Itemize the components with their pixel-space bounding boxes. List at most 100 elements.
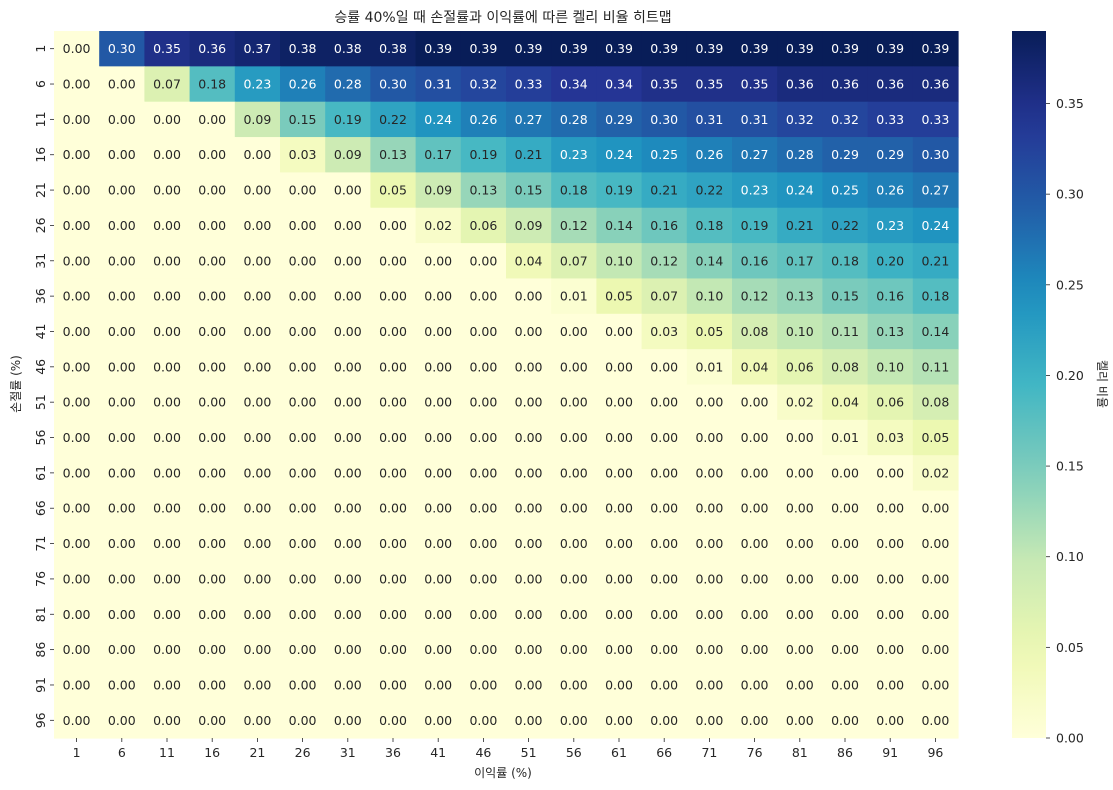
cell-value-label: 0.00 xyxy=(379,218,407,233)
heatmap-cell xyxy=(415,172,462,209)
cell-value-label: 0.00 xyxy=(153,713,181,728)
cell-value-label: 0.00 xyxy=(379,607,407,622)
cell-value-label: 0.00 xyxy=(334,536,362,551)
cell-value-label: 0.07 xyxy=(560,253,588,268)
heatmap-cell xyxy=(641,596,688,633)
heatmap-cell xyxy=(867,525,914,562)
cell-value-label: 0.02 xyxy=(786,395,814,410)
cell-value-label: 0.10 xyxy=(695,289,723,304)
cell-value-label: 0.00 xyxy=(198,147,226,162)
heatmap-cell xyxy=(460,702,507,739)
heatmap-cell xyxy=(280,31,326,67)
heatmap-cell xyxy=(325,172,371,209)
heatmap-cell xyxy=(686,561,733,598)
heatmap-cell xyxy=(551,66,597,103)
heatmap-cell xyxy=(234,384,281,421)
cell-value-label: 0.32 xyxy=(469,77,497,92)
cell-value-label: 0.00 xyxy=(334,430,362,445)
heatmap-cell xyxy=(370,667,417,704)
cell-value-label: 0.23 xyxy=(741,183,769,198)
cell-value-label: 0.01 xyxy=(831,430,859,445)
cell-value-label: 0.21 xyxy=(650,183,678,198)
cell-value-label: 0.00 xyxy=(63,324,91,339)
heatmap-cell xyxy=(686,207,733,244)
heatmap-cell xyxy=(234,66,281,103)
cell-value-label: 0.32 xyxy=(786,112,814,127)
colorbar xyxy=(1012,31,1046,738)
cell-value-label: 0.02 xyxy=(424,218,452,233)
cell-value-label: 0.20 xyxy=(876,253,904,268)
cell-value-label: 0.00 xyxy=(108,642,136,657)
x-tick-label: 41 xyxy=(430,745,446,760)
cell-value-label: 0.00 xyxy=(198,571,226,586)
cell-value-label: 0.00 xyxy=(741,395,769,410)
heatmap-cell xyxy=(460,349,507,386)
heatmap-cell xyxy=(506,455,552,492)
heatmap-cell xyxy=(822,419,869,456)
heatmap-cell xyxy=(506,561,552,598)
heatmap-cell xyxy=(777,561,823,598)
cell-value-label: 0.00 xyxy=(334,359,362,374)
heatmap-cell xyxy=(325,561,371,598)
cell-value-label: 0.00 xyxy=(876,465,904,480)
cell-value-label: 0.00 xyxy=(63,218,91,233)
cell-value-label: 0.00 xyxy=(63,677,91,692)
heatmap-cell xyxy=(551,101,597,138)
heatmap-cell xyxy=(641,490,688,527)
cell-value-label: 0.00 xyxy=(198,430,226,445)
cell-value-label: 0.00 xyxy=(515,359,543,374)
heatmap-cell xyxy=(99,66,145,103)
heatmap-cell xyxy=(415,631,462,668)
cell-value-label: 0.32 xyxy=(831,112,859,127)
y-tick-label: 76 xyxy=(33,571,48,587)
cell-value-label: 0.00 xyxy=(424,571,452,586)
cell-value-label: 0.00 xyxy=(153,289,181,304)
heatmap-cell xyxy=(506,667,552,704)
heatmap-cell xyxy=(99,137,145,173)
cell-value-label: 0.00 xyxy=(153,253,181,268)
heatmap-cell xyxy=(732,31,778,67)
cell-value-label: 0.00 xyxy=(469,713,497,728)
cell-value-label: 0.04 xyxy=(515,253,543,268)
cell-value-label: 0.02 xyxy=(921,465,949,480)
y-tick-label: 61 xyxy=(33,465,48,481)
heatmap-cell xyxy=(912,455,959,492)
cell-value-label: 0.00 xyxy=(515,324,543,339)
heatmap-cell xyxy=(912,561,959,598)
cell-value-label: 0.25 xyxy=(650,147,678,162)
cell-value-label: 0.00 xyxy=(243,359,271,374)
cell-value-label: 0.00 xyxy=(424,713,452,728)
cell-value-label: 0.00 xyxy=(650,465,678,480)
heatmap-cell xyxy=(822,243,869,280)
heatmap-cell xyxy=(370,101,417,138)
heatmap-cell xyxy=(777,455,823,492)
cell-value-label: 0.00 xyxy=(650,677,678,692)
heatmap-cell xyxy=(867,384,914,421)
cell-value-label: 0.00 xyxy=(63,41,91,56)
heatmap-cell xyxy=(144,596,191,633)
heatmap-cell xyxy=(686,313,733,350)
heatmap-cell xyxy=(144,207,191,244)
cell-value-label: 0.00 xyxy=(243,430,271,445)
cell-value-label: 0.00 xyxy=(289,536,317,551)
cell-value-label: 0.00 xyxy=(379,713,407,728)
cell-value-label: 0.00 xyxy=(605,501,633,516)
cell-value-label: 0.00 xyxy=(243,147,271,162)
heatmap-cell xyxy=(822,207,869,244)
heatmap-cell xyxy=(325,631,371,668)
heatmap-cell xyxy=(370,278,417,315)
cell-value-label: 0.00 xyxy=(63,147,91,162)
cell-value-label: 0.00 xyxy=(379,642,407,657)
heatmap-cell xyxy=(641,419,688,456)
cell-value-label: 0.00 xyxy=(650,359,678,374)
cell-value-label: 0.00 xyxy=(469,642,497,657)
heatmap-cell xyxy=(460,455,507,492)
cell-value-label: 0.00 xyxy=(469,324,497,339)
cell-value-label: 0.18 xyxy=(695,218,723,233)
heatmap-cell xyxy=(54,31,100,67)
cell-value-label: 0.00 xyxy=(469,607,497,622)
cell-value-label: 0.00 xyxy=(289,183,317,198)
cell-value-label: 0.13 xyxy=(469,183,497,198)
cell-value-label: 0.18 xyxy=(921,289,949,304)
heatmap-cell xyxy=(54,243,100,280)
